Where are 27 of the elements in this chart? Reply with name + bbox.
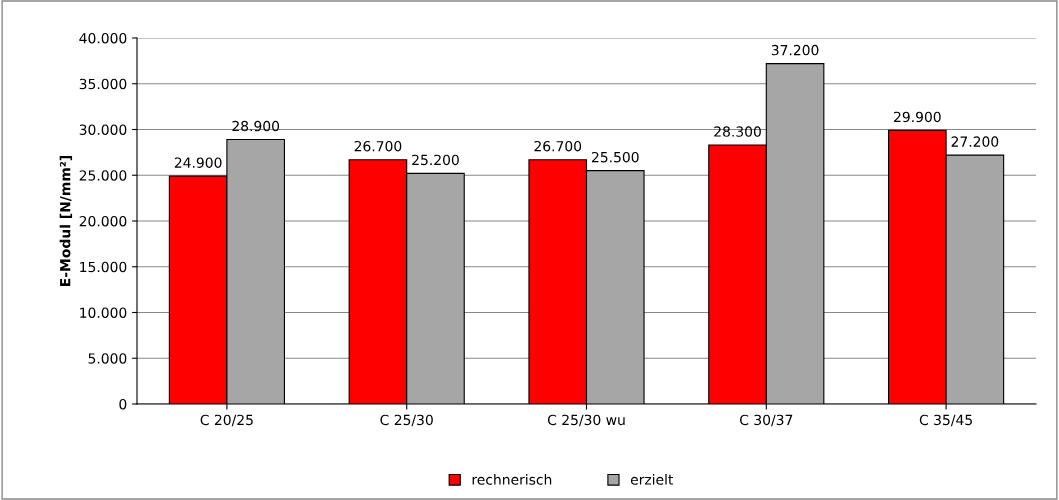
y-axis-title: E-Modul [N/mm²] (59, 155, 73, 286)
y-tick-label: 25.000 (79, 170, 127, 181)
data-label: 25.200 (412, 154, 459, 166)
data-label: 24.900 (174, 157, 222, 168)
y-tick-label: 5.000 (88, 353, 127, 364)
data-label: 26.700 (534, 140, 582, 152)
x-tick-label: C 25/30 (380, 414, 433, 427)
data-label: 29.900 (894, 111, 941, 123)
legend-label: rechnerisch (472, 474, 552, 485)
y-tick-label: 0 (119, 398, 127, 410)
data-label: 28.900 (232, 120, 280, 132)
y-tick-label: 30.000 (79, 124, 127, 135)
x-tick-label: C 35/45 (919, 414, 972, 427)
y-tick-label: 35.000 (79, 78, 127, 90)
data-label: 27.200 (951, 136, 999, 147)
data-label: 28.300 (714, 126, 761, 137)
data-label: 26.700 (354, 140, 402, 152)
y-tick-label: 20.000 (79, 215, 127, 227)
y-tick-label: 15.000 (80, 261, 127, 273)
data-label: 37.200 (771, 44, 819, 56)
legend-label: erzielt (630, 474, 674, 485)
data-label: 25.500 (591, 151, 639, 163)
x-tick-label: C 25/30 wu (547, 414, 625, 427)
x-tick-label: C 30/37 (740, 414, 793, 427)
y-tick-label: 40.000 (79, 32, 127, 44)
y-tick-label: 10.000 (80, 307, 127, 318)
x-tick-label: C 20/25 (200, 414, 253, 427)
